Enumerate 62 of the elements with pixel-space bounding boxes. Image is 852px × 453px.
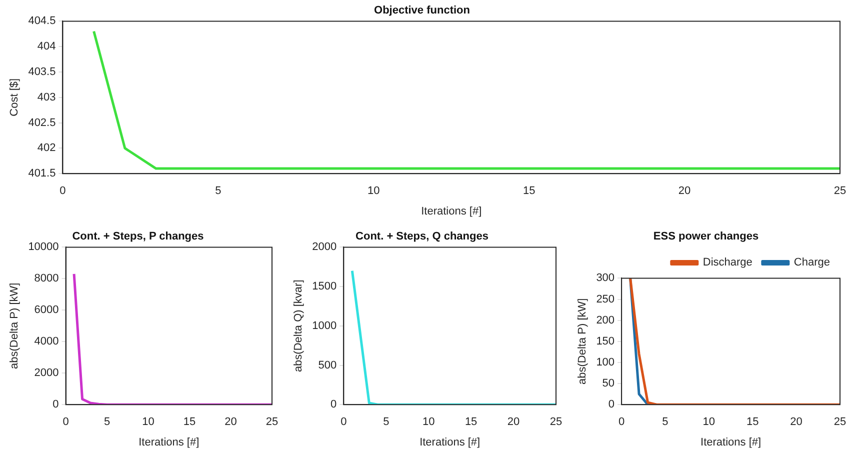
x-axis-title: Iterations [#] xyxy=(138,436,200,448)
x-axis-title: Iterations [#] xyxy=(421,205,482,218)
y-tick-label: 6000 xyxy=(34,304,59,316)
chart-title: ESS power changes xyxy=(653,230,759,243)
y-tick-label: 401.5 xyxy=(28,168,56,180)
y-tick-label: 2000 xyxy=(312,241,337,254)
y-tick-label: 8000 xyxy=(34,272,59,285)
x-tick-label: 10 xyxy=(368,185,380,198)
y-tick-label: 150 xyxy=(596,335,615,348)
x-axis-title: Iterations [#] xyxy=(420,436,480,448)
y-tick-label: 404.5 xyxy=(28,15,56,28)
y-tick-label: 10000 xyxy=(28,241,59,254)
y-axis-title: abs(Delta Q) [kvar] xyxy=(292,280,305,372)
x-axis-title: Iterations [#] xyxy=(700,436,762,448)
y-tick-label: 403 xyxy=(37,91,56,104)
y-tick-label: 100 xyxy=(596,356,615,368)
x-tick-label: 10 xyxy=(702,416,716,428)
y-tick-label: 200 xyxy=(596,314,615,326)
chart-title: Cont. + Steps, Q changes xyxy=(356,230,488,243)
x-tick-label: 10 xyxy=(422,416,435,428)
chart-title: Objective function xyxy=(374,4,470,17)
x-tick-label: 25 xyxy=(834,416,846,428)
x-tick-label: 5 xyxy=(215,185,222,198)
y-tick-label: 300 xyxy=(596,272,615,284)
y-tick-label: 250 xyxy=(596,293,615,306)
x-tick-label: 15 xyxy=(183,416,196,428)
y-tick-label: 0 xyxy=(330,398,337,411)
y-tick-label: 0 xyxy=(52,398,59,411)
x-tick-label: 5 xyxy=(104,416,110,428)
y-tick-label: 1000 xyxy=(312,320,337,332)
y-tick-label: 4000 xyxy=(34,336,59,348)
x-tick-label: 5 xyxy=(662,416,668,428)
chart-title: Cont. + Steps, P changes xyxy=(72,230,204,243)
y-tick-label: 402.5 xyxy=(28,116,56,129)
y-tick-label: 2000 xyxy=(34,367,59,380)
x-tick-label: 20 xyxy=(224,416,237,428)
x-tick-label: 20 xyxy=(678,185,691,198)
x-tick-label: 25 xyxy=(266,416,278,428)
x-tick-label: 25 xyxy=(550,416,562,428)
x-tick-label: 10 xyxy=(142,416,154,428)
x-tick-label: 0 xyxy=(340,416,347,428)
y-axis-title: Cost [$] xyxy=(8,78,21,116)
y-tick-label: 1500 xyxy=(312,280,337,293)
x-tick-label: 20 xyxy=(790,416,802,428)
legend-label: Charge xyxy=(794,256,830,269)
y-axis-title: abs(Delta P) [kW] xyxy=(8,282,21,369)
x-tick-label: 15 xyxy=(746,416,759,428)
x-tick-label: 20 xyxy=(507,416,520,428)
x-tick-label: 0 xyxy=(62,416,69,428)
y-tick-label: 403.5 xyxy=(28,66,56,78)
x-tick-label: 15 xyxy=(464,416,478,428)
y-tick-label: 50 xyxy=(602,378,615,390)
x-tick-label: 0 xyxy=(618,416,625,428)
y-tick-label: 402 xyxy=(37,142,56,154)
y-tick-label: 0 xyxy=(608,398,615,411)
legend-label: Discharge xyxy=(702,256,752,269)
x-tick-label: 25 xyxy=(834,185,846,198)
y-tick-label: 404 xyxy=(37,40,56,53)
x-tick-label: 5 xyxy=(383,416,390,428)
y-tick-label: 500 xyxy=(318,359,337,372)
x-tick-label: 15 xyxy=(522,185,536,198)
y-axis-title: abs(Delta P) [kW] xyxy=(576,298,589,384)
